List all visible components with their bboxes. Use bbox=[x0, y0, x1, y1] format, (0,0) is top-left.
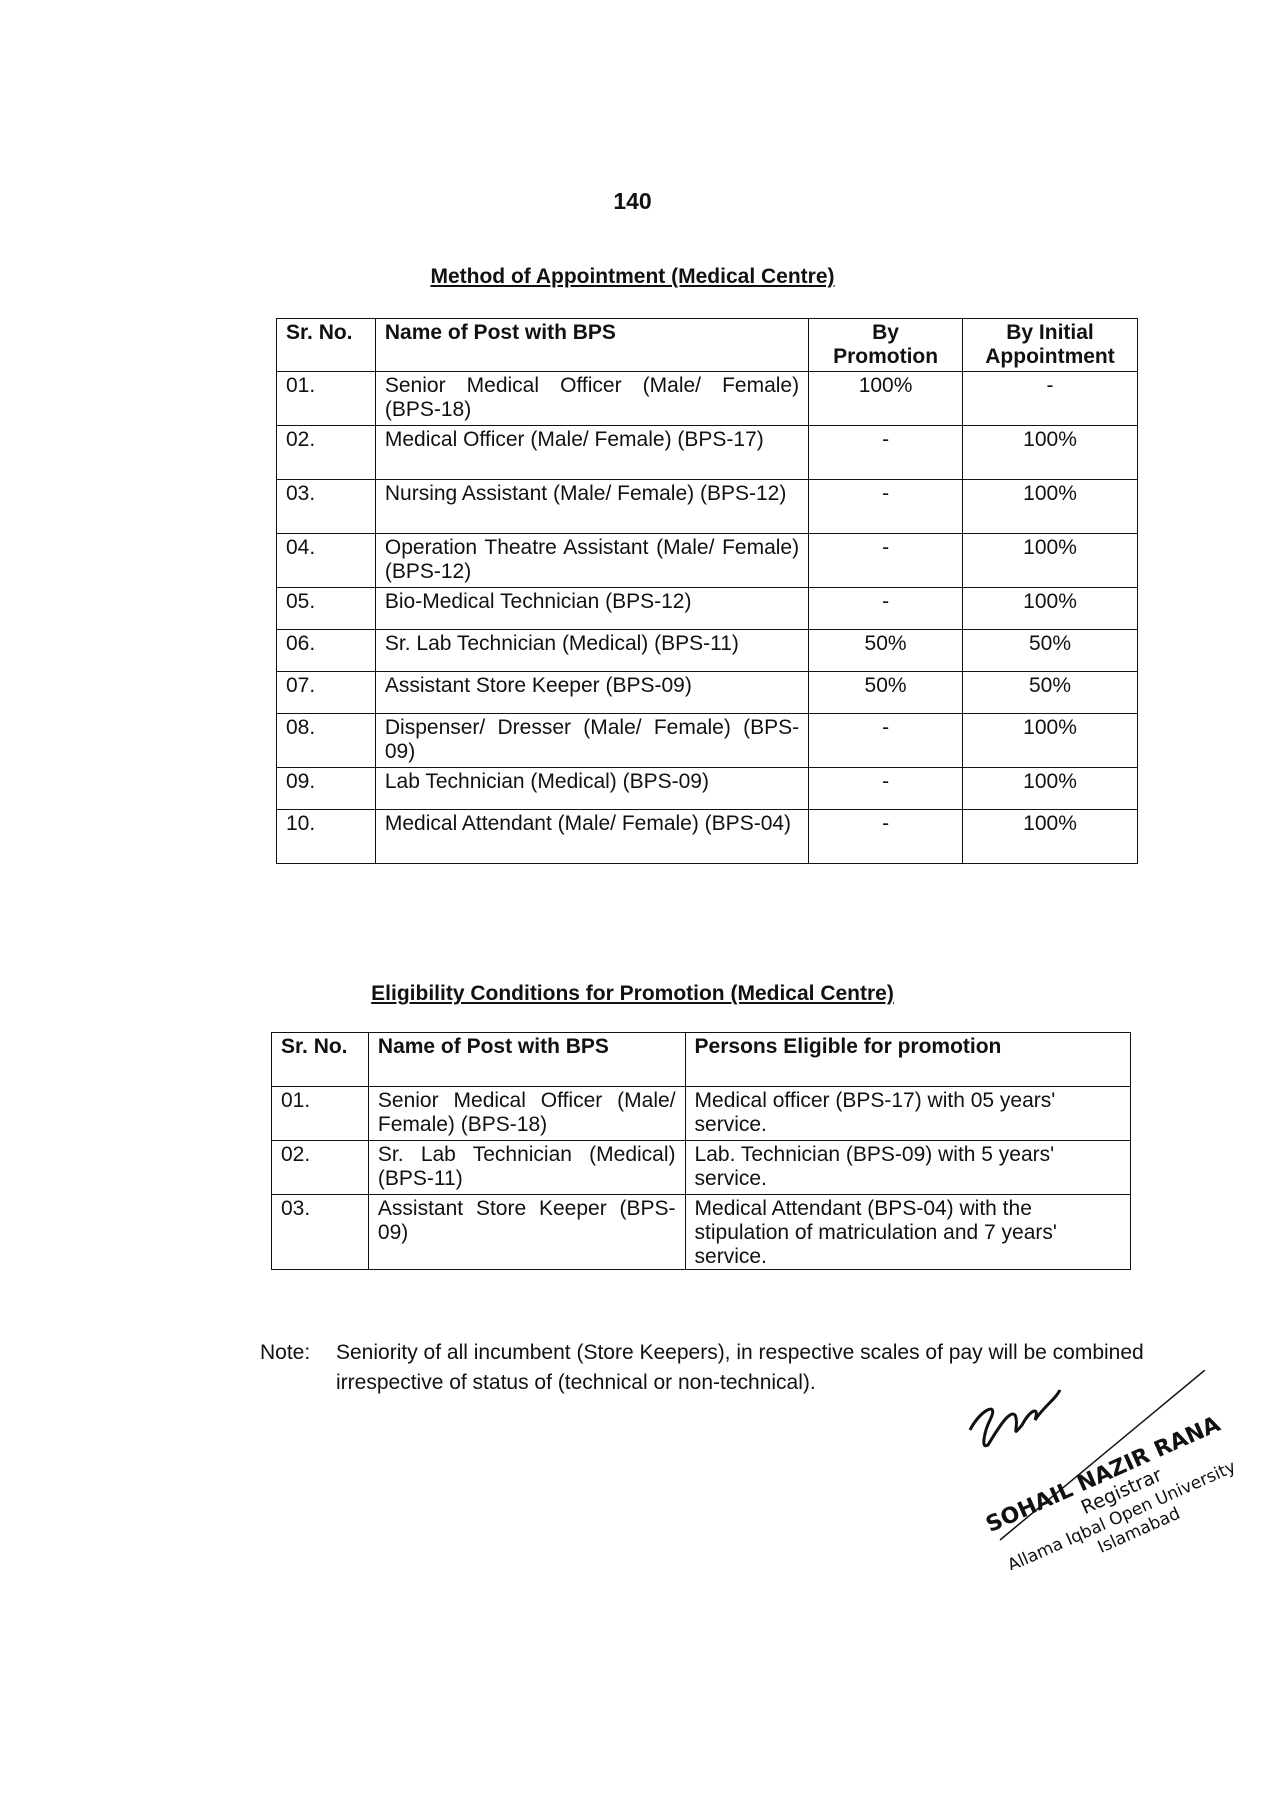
cell-post: Lab Technician (Medical) (BPS-09) bbox=[374, 767, 810, 810]
note-text: Seniority of all incumbent (Store Keeper… bbox=[336, 1341, 1144, 1394]
cell-post: Senior Medical Officer (Male/ Female) (B… bbox=[367, 1086, 686, 1141]
table-row: 02. Medical Officer (Male/ Female) (BPS-1… bbox=[276, 425, 1138, 480]
appointment-title: Method of Appointment (Medical Centre) bbox=[430, 265, 835, 288]
cell-post: Bio-Medical Technician (BPS-12) bbox=[374, 587, 810, 630]
table-row: 01. Senior Medical Officer (Male/ Female)… bbox=[271, 1086, 1132, 1141]
cell-sr-no: 10. bbox=[276, 809, 376, 864]
cell-by-promotion: - bbox=[808, 809, 964, 864]
eligibility-title: Eligibility Conditions for Promotion (Me… bbox=[371, 982, 894, 1005]
cell-by-initial-appointment: 100% bbox=[962, 767, 1138, 810]
cell-by-promotion: - bbox=[808, 587, 964, 630]
cell-by-initial-appointment: 100% bbox=[962, 809, 1138, 864]
table-row: 07. Assistant Store Keeper (BPS-09) 50% 50% bbox=[276, 671, 1138, 714]
cell-by-promotion: - bbox=[808, 767, 964, 810]
cell-sr-no: 01. bbox=[271, 1086, 369, 1141]
registrar-stamp-signature: SOHAIL NAZIR RANA Registrar Allama Iqbal… bbox=[968, 1370, 1239, 1570]
header-post: Name of Post with BPS bbox=[374, 318, 810, 372]
cell-by-initial-appointment: 50% bbox=[962, 629, 1138, 672]
cell-post: Medical Attendant (Male/ Female) (BPS-04… bbox=[374, 809, 810, 864]
cell-post: Operation Theatre Assistant (Male/ Femal… bbox=[374, 533, 810, 588]
cell-sr-no: 05. bbox=[276, 587, 376, 630]
cell-post: Nursing Assistant (Male/ Female) (BPS-12… bbox=[374, 479, 810, 534]
table-row: 08. Dispenser/ Dresser (Male/ Female) (BP… bbox=[276, 713, 1138, 768]
header-by-initial-appointment: By Initial Appointment bbox=[962, 318, 1138, 372]
cell-by-initial-appointment: 100% bbox=[962, 713, 1138, 768]
cell-by-promotion: 100% bbox=[808, 371, 964, 426]
cell-post: Sr. Lab Technician (Medical) (BPS-11) bbox=[367, 1140, 686, 1195]
cell-sr-no: 03. bbox=[276, 479, 376, 534]
cell-eligible-persons: Lab. Technician (BPS-09) with 5 years' s… bbox=[684, 1140, 1132, 1195]
cell-post: Sr. Lab Technician (Medical) (BPS-11) bbox=[374, 629, 810, 672]
cell-by-initial-appointment: 50% bbox=[962, 671, 1138, 714]
cell-by-initial-appointment: 100% bbox=[962, 587, 1138, 630]
cell-eligible-persons: Medical officer (BPS-17) with 05 years' … bbox=[684, 1086, 1132, 1141]
cell-by-promotion: - bbox=[808, 425, 964, 480]
cell-by-promotion: 50% bbox=[808, 671, 964, 714]
table-row: 03. Assistant Store Keeper (BPS-09) Medica… bbox=[271, 1194, 1132, 1270]
header-eligible-persons: Persons Eligible for promotion bbox=[684, 1032, 1132, 1087]
table-row: 03. Nursing Assistant (Male/ Female) (BPS… bbox=[276, 479, 1138, 534]
cell-by-initial-appointment: - bbox=[962, 371, 1138, 426]
cell-sr-no: 08. bbox=[276, 713, 376, 768]
header-by-promotion: By Promotion bbox=[808, 318, 964, 372]
table-row: 10. Medical Attendant (Male/ Female) (BPS… bbox=[276, 809, 1138, 864]
cell-by-promotion: - bbox=[808, 713, 964, 768]
cell-post: Dispenser/ Dresser (Male/ Female) (BPS-0… bbox=[374, 713, 810, 768]
header-sr-no: Sr. No. bbox=[271, 1032, 369, 1087]
page-number: 140 bbox=[613, 188, 652, 214]
eligibility-table: Sr. No. Name of Post with BPS Persons El… bbox=[271, 1032, 1132, 1270]
cell-by-promotion: 50% bbox=[808, 629, 964, 672]
table-row: 06. Sr. Lab Technician (Medical) (BPS-11)… bbox=[276, 629, 1138, 672]
cell-by-promotion: - bbox=[808, 533, 964, 588]
cell-by-initial-appointment: 100% bbox=[962, 533, 1138, 588]
appointment-table: Sr. No. Name of Post with BPS By Promoti… bbox=[276, 318, 1138, 864]
cell-post: Assistant Store Keeper (BPS-09) bbox=[367, 1194, 686, 1270]
signature-scribble bbox=[968, 1389, 1062, 1448]
table-row: 05. Bio-Medical Technician (BPS-12) -100% bbox=[276, 587, 1138, 630]
cell-eligible-persons: Medical Attendant (BPS-04) with the stip… bbox=[684, 1194, 1132, 1270]
table-header-row: Sr. No. Name of Post with BPS Persons El… bbox=[271, 1032, 1132, 1087]
signature-stroke bbox=[999, 1370, 1206, 1541]
cell-post: Assistant Store Keeper (BPS-09) bbox=[374, 671, 810, 714]
cell-sr-no: 06. bbox=[276, 629, 376, 672]
cell-sr-no: 01. bbox=[276, 371, 376, 426]
cell-post: Medical Officer (Male/ Female) (BPS-17) bbox=[374, 425, 810, 480]
header-sr-no: Sr. No. bbox=[276, 318, 376, 372]
cell-sr-no: 02. bbox=[271, 1140, 369, 1195]
note-label: Note: bbox=[260, 1341, 311, 1364]
cell-sr-no: 02. bbox=[276, 425, 376, 480]
cell-post: Senior Medical Officer (Male/ Female) (B… bbox=[374, 371, 810, 426]
cell-by-promotion: - bbox=[808, 479, 964, 534]
table-header-row: Sr. No. Name of Post with BPS By Promoti… bbox=[276, 318, 1138, 372]
cell-by-initial-appointment: 100% bbox=[962, 425, 1138, 480]
table-row: 04. Operation Theatre Assistant (Male/ Fe… bbox=[276, 533, 1138, 588]
cell-by-initial-appointment: 100% bbox=[962, 479, 1138, 534]
cell-sr-no: 09. bbox=[276, 767, 376, 810]
header-post: Name of Post with BPS bbox=[367, 1032, 686, 1087]
table-row: 01. Senior Medical Officer (Male/ Female)… bbox=[276, 371, 1138, 426]
table-row: 09. Lab Technician (Medical) (BPS-09) -100… bbox=[276, 767, 1138, 810]
cell-sr-no: 07. bbox=[276, 671, 376, 714]
table-row: 02. Sr. Lab Technician (Medical) (BPS-11)… bbox=[271, 1140, 1132, 1195]
cell-sr-no: 04. bbox=[276, 533, 376, 588]
cell-sr-no: 03. bbox=[271, 1194, 369, 1270]
